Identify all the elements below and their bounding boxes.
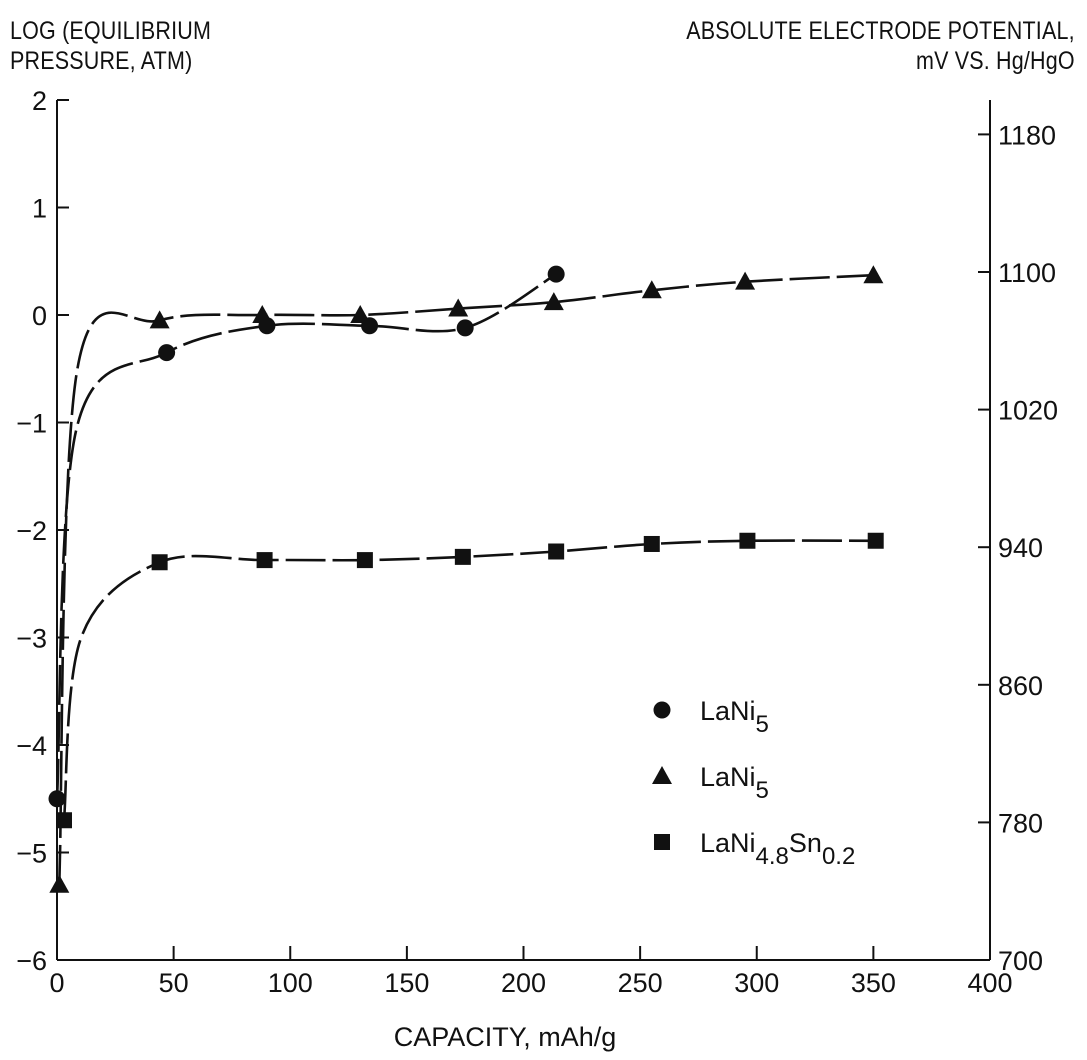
y-tick-label: −5: [16, 839, 47, 869]
data-point-square: [454, 548, 471, 565]
y-tick-label: 1: [32, 194, 47, 224]
data-point-triangle: [863, 265, 884, 284]
legend-entry: LaNi5: [700, 696, 769, 738]
data-point-square: [867, 532, 884, 549]
axes: 0 50 100 150 200 250 300 350 400 −6 −5 −4 −3 −2 −1 0 1 2 7…: [16, 86, 1058, 998]
data-point-square: [151, 554, 168, 571]
right-axis-title-line-2: mV VS. Hg/HgO: [916, 47, 1075, 75]
data-point-circle: [48, 790, 66, 808]
y2-tick-label: 940: [998, 533, 1043, 563]
legend-marker-square: [654, 834, 670, 850]
x-tick-label: 100: [268, 968, 313, 998]
data-markers: [48, 265, 884, 893]
left-axis-title-line-1: LOG (EQUILIBRIUM: [10, 17, 212, 45]
y-tick-label: 2: [32, 86, 47, 116]
y-tick-label: −4: [16, 731, 47, 761]
legend-marker-circle: [653, 701, 671, 719]
y2-tick-label: 700: [998, 946, 1043, 976]
x-tick-label: 350: [851, 968, 896, 998]
data-point-triangle: [448, 298, 469, 317]
fit-curves: [55, 272, 876, 885]
y2-tick-label: 1180: [998, 120, 1056, 150]
right-axis-title: ABSOLUTE ELECTRODE POTENTIAL, mV VS. Hg/…: [686, 16, 1075, 76]
x-tick-label: 200: [501, 968, 546, 998]
data-point-triangle: [49, 874, 70, 893]
fit-curve: [62, 539, 876, 821]
y-tick-label: −1: [16, 409, 47, 439]
data-point-square: [643, 535, 660, 552]
y-tick-label: −3: [16, 624, 47, 654]
x-tick-label: 0: [49, 968, 64, 998]
legend: LaNi5 LaNi5 LaNi4.8Sn0.2: [652, 696, 855, 870]
x-tick-label: 50: [159, 968, 189, 998]
x-tick-label: 400: [967, 968, 1012, 998]
y-tick-label: −6: [16, 946, 47, 976]
data-point-circle: [158, 344, 176, 362]
data-point-square: [548, 543, 565, 560]
data-point-triangle: [735, 271, 756, 290]
x-axis-label: CAPACITY, mAh/g: [394, 1022, 617, 1052]
fit-curve: [55, 272, 557, 799]
x-tick-label: 250: [618, 968, 663, 998]
legend-entry: LaNi4.8Sn0.2: [700, 828, 855, 870]
y2-tick-label: 1100: [998, 258, 1056, 288]
right-axis-title-line-1: ABSOLUTE ELECTRODE POTENTIAL,: [686, 17, 1075, 45]
data-point-square: [739, 532, 756, 549]
fit-curve: [58, 273, 874, 885]
y2-tick-label: 1020: [998, 396, 1058, 426]
y2-tick-label: 860: [998, 671, 1043, 701]
data-point-triangle: [543, 292, 564, 311]
left-axis-title-line-2: PRESSURE, ATM): [10, 47, 193, 75]
data-point-triangle: [252, 305, 273, 323]
data-point-triangle: [350, 305, 371, 323]
x-tick-label: 150: [384, 968, 429, 998]
data-point-triangle: [641, 280, 662, 299]
data-point-square: [55, 812, 72, 829]
x-tick-label: 300: [734, 968, 779, 998]
legend-marker-triangle: [652, 766, 672, 784]
y-tick-label: 0: [32, 301, 47, 331]
y-tick-label: −2: [16, 516, 47, 546]
legend-entry: LaNi5: [700, 762, 769, 804]
data-point-square: [256, 552, 273, 569]
y2-tick-label: 780: [998, 808, 1043, 838]
data-point-triangle: [149, 310, 170, 329]
data-point-circle: [456, 319, 474, 337]
data-point-square: [356, 552, 373, 569]
data-point-circle: [547, 265, 565, 283]
left-axis-title: LOG (EQUILIBRIUM PRESSURE, ATM): [10, 16, 211, 76]
